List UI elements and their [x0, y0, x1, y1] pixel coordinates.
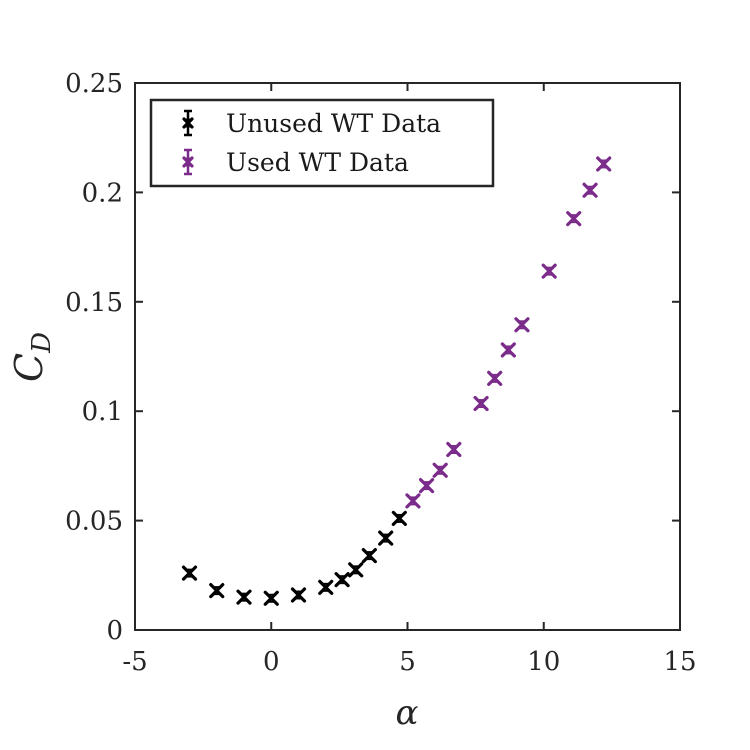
y-axis-label-main: C — [7, 353, 51, 382]
data-point-series-1 — [500, 342, 516, 358]
data-point-series-1 — [432, 462, 448, 478]
data-point-series-0 — [361, 548, 377, 564]
x-tick-label: 0 — [263, 647, 280, 677]
data-point-series-0 — [290, 587, 307, 603]
legend-marker — [182, 117, 194, 129]
data-point-series-1 — [446, 441, 462, 458]
legend-symbol-unused — [182, 109, 194, 137]
data-point-series-1 — [487, 370, 503, 386]
legend-marker — [182, 156, 194, 168]
legend-box — [149, 98, 495, 188]
y-tick-label: 0.2 — [82, 178, 123, 208]
y-axis-label-subscript: D — [27, 332, 57, 354]
data-point-series-0 — [391, 510, 407, 527]
data-point-series-0 — [378, 530, 394, 546]
data-point-series-0 — [236, 589, 252, 605]
data-point-series-0 — [318, 579, 334, 595]
y-axis-label: CD — [7, 332, 57, 382]
x-tick-label: 5 — [399, 647, 416, 677]
legend: Unused WT Data Used WT Data — [149, 98, 495, 188]
data-point-series-0 — [263, 590, 279, 606]
data-point-series-1 — [405, 493, 421, 509]
data-point-series-0 — [181, 565, 198, 581]
legend-symbol-used — [182, 148, 194, 176]
y-tick-label: 0.1 — [82, 397, 123, 427]
y-tick-label: 0.25 — [65, 69, 123, 99]
data-point-series-1 — [473, 395, 489, 412]
data-point-series-0 — [334, 572, 350, 588]
data-point-series-1 — [514, 317, 530, 333]
plot-frame — [134, 82, 681, 631]
svg-text:CD: CD — [7, 332, 57, 382]
legend-entry-unused: Unused WT Data — [182, 109, 441, 138]
legend-label-used: Used WT Data — [226, 148, 409, 177]
data-point-series-0 — [209, 583, 225, 599]
legend-entry-used: Used WT Data — [182, 148, 409, 177]
data-point-series-1 — [596, 156, 612, 172]
y-tick-label: 0 — [106, 616, 123, 646]
data-point-series-0 — [348, 562, 364, 578]
x-tick-label: 10 — [527, 647, 560, 677]
data-point-series-1 — [566, 211, 582, 227]
x-axis-label: α — [396, 693, 419, 733]
data-markers — [181, 156, 612, 606]
legend-label-unused: Unused WT Data — [226, 109, 441, 138]
x-tick-label: 15 — [663, 647, 696, 677]
x-tick-label: -5 — [122, 647, 147, 677]
y-tick-label: 0.15 — [65, 288, 123, 318]
data-point-series-1 — [418, 477, 435, 494]
data-point-series-1 — [541, 263, 557, 279]
data-point-series-1 — [582, 182, 598, 198]
y-tick-label: 0.05 — [65, 507, 123, 537]
